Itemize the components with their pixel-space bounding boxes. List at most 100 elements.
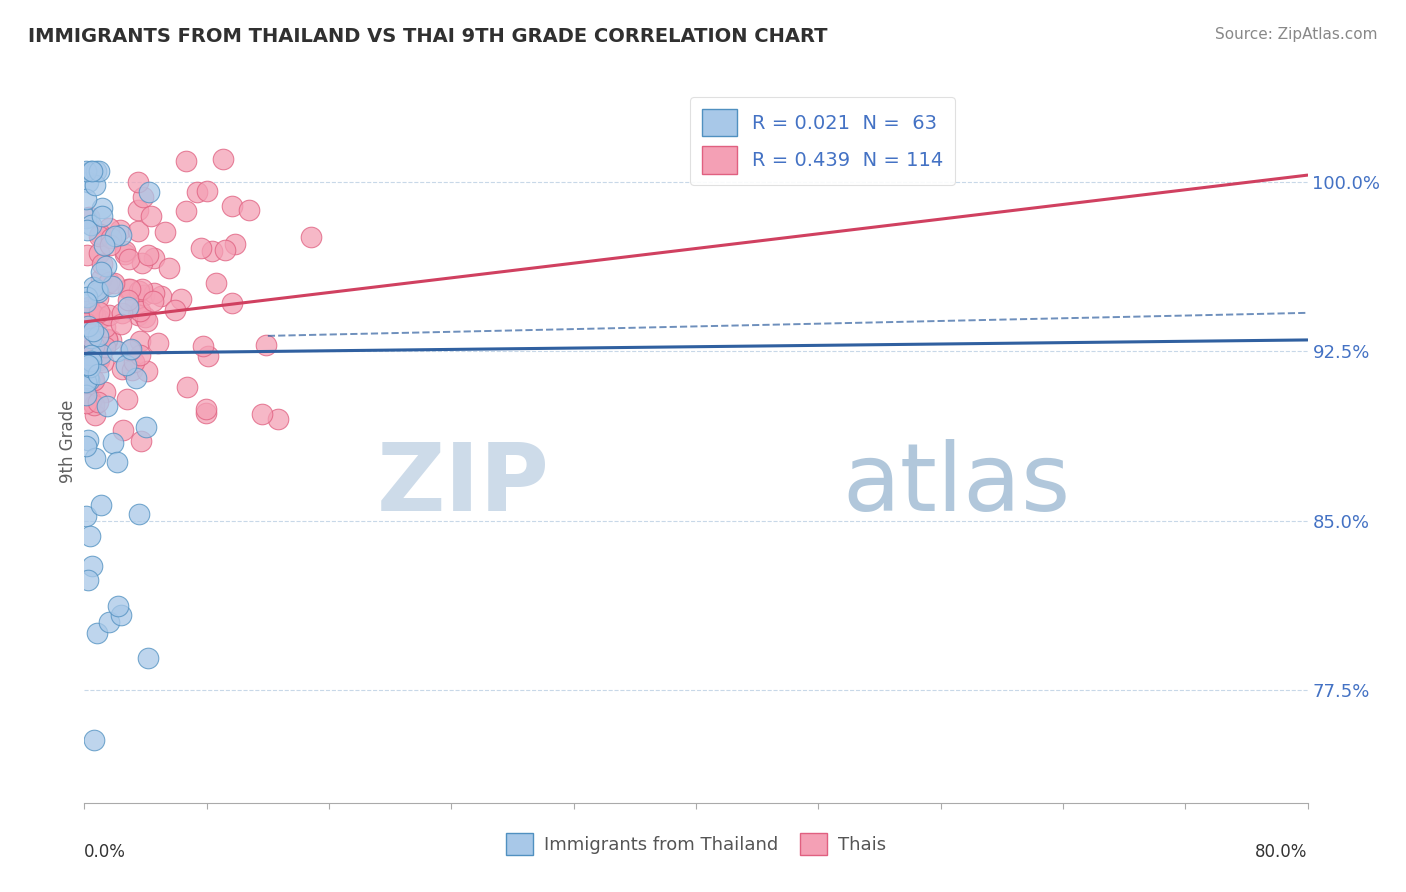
Point bbox=[195, 184, 218, 198]
Point bbox=[90, 201, 112, 215]
Point bbox=[128, 347, 150, 361]
Point bbox=[90, 272, 112, 286]
Point bbox=[165, 303, 187, 318]
Point bbox=[221, 198, 243, 212]
Point bbox=[89, 351, 111, 366]
Point bbox=[131, 255, 153, 269]
Point bbox=[111, 361, 134, 376]
Point bbox=[201, 244, 224, 259]
Point bbox=[117, 293, 139, 307]
Point bbox=[97, 308, 120, 322]
Point bbox=[157, 261, 180, 276]
Point bbox=[79, 343, 101, 357]
Point bbox=[103, 277, 125, 291]
Point bbox=[75, 163, 97, 178]
Point bbox=[87, 395, 110, 409]
Point bbox=[98, 275, 121, 289]
Point bbox=[110, 318, 132, 332]
Point bbox=[111, 423, 134, 437]
Point bbox=[128, 508, 150, 522]
Point bbox=[135, 419, 157, 434]
Point bbox=[139, 210, 162, 224]
Point bbox=[90, 265, 112, 279]
Point bbox=[136, 314, 159, 328]
Point bbox=[121, 363, 143, 377]
Point bbox=[83, 309, 105, 323]
Point bbox=[94, 340, 117, 354]
Point bbox=[250, 407, 273, 421]
Point bbox=[87, 291, 110, 305]
Point bbox=[75, 211, 97, 225]
Point bbox=[84, 163, 107, 178]
Point bbox=[75, 395, 97, 409]
Point bbox=[76, 290, 98, 304]
Point bbox=[83, 398, 105, 412]
Point bbox=[77, 373, 100, 387]
Point bbox=[77, 573, 100, 587]
Point bbox=[77, 175, 100, 189]
Point bbox=[129, 304, 152, 318]
Point bbox=[79, 331, 101, 345]
Point bbox=[105, 455, 128, 469]
Point bbox=[96, 399, 118, 413]
Point bbox=[254, 338, 277, 352]
Point bbox=[79, 300, 101, 314]
Point bbox=[170, 292, 193, 306]
Point bbox=[100, 333, 122, 347]
Point bbox=[118, 252, 141, 266]
Point bbox=[190, 241, 212, 255]
Point bbox=[75, 354, 97, 368]
Point bbox=[96, 277, 118, 292]
Point bbox=[238, 203, 260, 218]
Point bbox=[75, 375, 97, 389]
Point bbox=[174, 154, 197, 169]
Point bbox=[94, 260, 117, 274]
Point bbox=[75, 344, 97, 359]
Point bbox=[127, 175, 149, 189]
Point bbox=[90, 347, 112, 361]
Point bbox=[142, 286, 165, 301]
Point bbox=[83, 339, 105, 353]
Point bbox=[118, 343, 141, 357]
Text: ZIP: ZIP bbox=[377, 439, 550, 531]
Point bbox=[76, 304, 98, 318]
Point bbox=[128, 285, 150, 299]
Point bbox=[110, 608, 132, 623]
Point bbox=[80, 348, 103, 362]
Point bbox=[89, 227, 111, 241]
Text: Source: ZipAtlas.com: Source: ZipAtlas.com bbox=[1215, 27, 1378, 42]
Point bbox=[80, 558, 103, 573]
Point bbox=[195, 402, 218, 417]
Point bbox=[114, 247, 136, 261]
Point bbox=[136, 364, 159, 378]
Point bbox=[96, 334, 118, 348]
Point bbox=[90, 498, 112, 512]
Point bbox=[93, 238, 115, 252]
Point bbox=[155, 225, 177, 239]
Point bbox=[197, 349, 219, 363]
Point bbox=[122, 355, 145, 369]
Point bbox=[110, 223, 132, 237]
Point bbox=[76, 248, 98, 262]
Point bbox=[87, 285, 110, 299]
Point bbox=[105, 343, 128, 358]
Point bbox=[75, 439, 97, 453]
Point bbox=[195, 406, 218, 420]
Point bbox=[76, 319, 98, 334]
Point bbox=[127, 308, 149, 322]
Point bbox=[82, 279, 104, 293]
Point bbox=[83, 373, 105, 387]
Point bbox=[115, 392, 138, 406]
Point bbox=[205, 276, 228, 290]
Point bbox=[138, 185, 160, 199]
Point bbox=[86, 626, 108, 640]
Point bbox=[174, 204, 197, 219]
Point bbox=[87, 245, 110, 260]
Point bbox=[128, 334, 150, 349]
Point bbox=[136, 248, 159, 262]
Point bbox=[83, 732, 105, 747]
Point bbox=[86, 329, 108, 343]
Point bbox=[75, 295, 97, 310]
Point bbox=[111, 306, 134, 320]
Point bbox=[80, 353, 103, 368]
